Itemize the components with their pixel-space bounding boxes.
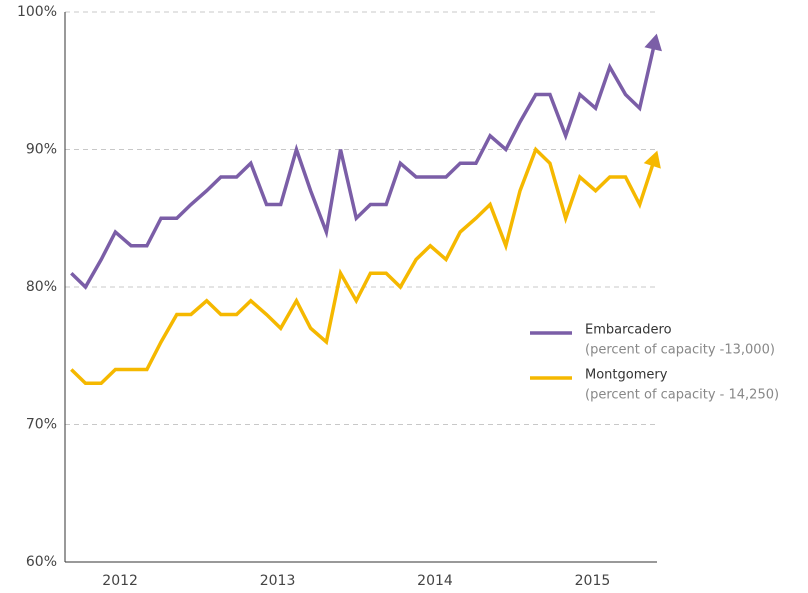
y-tick-label: 100%	[17, 4, 57, 20]
y-tick-label: 60%	[26, 554, 57, 570]
y-tick-label: 80%	[26, 279, 57, 295]
legend-label: Montgomery	[585, 368, 668, 383]
x-tick-label: 2015	[575, 573, 611, 589]
series-line	[70, 39, 658, 290]
series-line	[70, 146, 658, 385]
x-tick-label: 2013	[260, 573, 296, 589]
arrowhead	[644, 33, 662, 52]
x-tick-label: 2014	[417, 573, 453, 589]
y-tick-label: 90%	[26, 142, 57, 158]
x-tick-label: 2012	[102, 573, 138, 589]
arrowhead	[643, 150, 661, 169]
legend-label: Embarcadero	[585, 323, 672, 338]
legend-description: (percent of capacity -13,000)	[585, 343, 775, 358]
legend-description: (percent of capacity - 14,250)	[585, 388, 779, 403]
y-tick-label: 70%	[26, 417, 57, 433]
